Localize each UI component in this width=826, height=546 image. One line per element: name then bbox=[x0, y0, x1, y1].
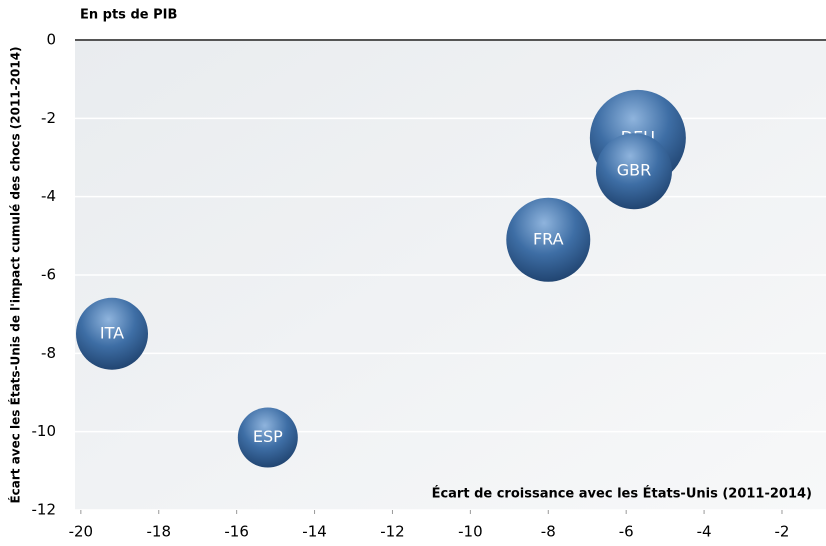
y-axis-label: Écart avec les États-Unis de l'impact cu… bbox=[8, 46, 23, 503]
bubble bbox=[237, 407, 298, 468]
y-tick-label: 0 bbox=[46, 31, 56, 49]
bubble-label: ITA bbox=[100, 323, 124, 342]
bubble bbox=[595, 133, 672, 210]
y-tick-label: -4 bbox=[41, 187, 56, 205]
x-tick-label: -16 bbox=[224, 523, 249, 541]
x-axis-label: Écart de croissance avec les États-Unis … bbox=[432, 486, 812, 502]
x-tick-label: -18 bbox=[146, 523, 171, 541]
x-tick-label: -4 bbox=[697, 523, 712, 541]
y-tick-label: -10 bbox=[32, 422, 57, 440]
bubble-label: ESP bbox=[253, 427, 283, 446]
y-tick-label: -8 bbox=[41, 344, 56, 362]
bubble-label: GBR bbox=[617, 161, 652, 180]
x-tick-label: -20 bbox=[69, 523, 94, 541]
bubble bbox=[76, 297, 149, 370]
bubble-label: FRA bbox=[533, 229, 564, 248]
x-tick-label: -2 bbox=[774, 523, 789, 541]
x-tick-label: -10 bbox=[458, 523, 483, 541]
y-tick-label: -12 bbox=[32, 501, 57, 519]
bubble bbox=[506, 197, 591, 282]
y-tick-label: -6 bbox=[41, 266, 56, 284]
x-tick-label: -6 bbox=[619, 523, 634, 541]
y-tick-label: -2 bbox=[41, 109, 56, 127]
x-tick-label: -8 bbox=[541, 523, 556, 541]
chart-title: En pts de PIB bbox=[80, 8, 177, 23]
x-tick-label: -12 bbox=[380, 523, 405, 541]
x-tick-label: -14 bbox=[302, 523, 327, 541]
